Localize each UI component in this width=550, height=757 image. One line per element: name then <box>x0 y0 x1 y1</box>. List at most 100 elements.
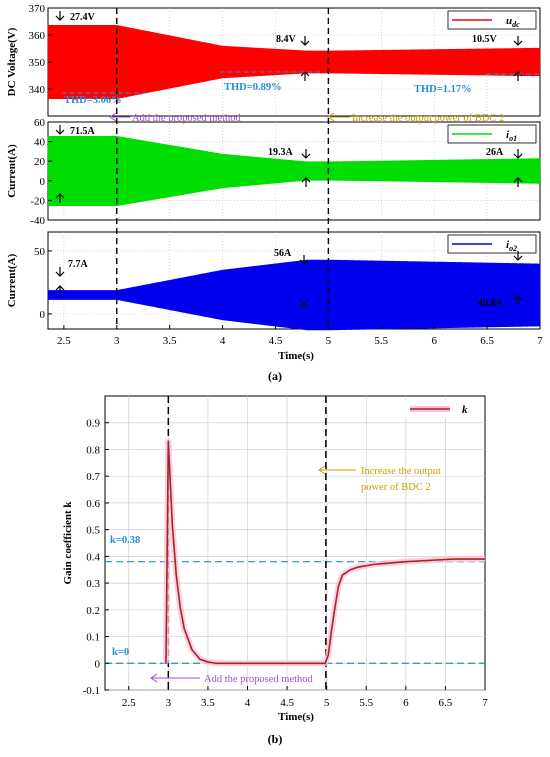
x-tick-label: 5 <box>324 697 330 709</box>
arrow-icon <box>301 177 311 187</box>
y-tick-label: 60 <box>34 117 46 129</box>
y-tick-label: 0.1 <box>86 632 100 644</box>
y-tick-label: 360 <box>29 30 46 42</box>
reference-label: k=0.38 <box>110 535 140 546</box>
annotation-label: 8.4V <box>276 34 297 45</box>
arrow-icon <box>299 255 309 265</box>
series-line-i_o2 <box>47 259 541 331</box>
series-line-k <box>165 440 485 665</box>
annotation-label: 56A <box>274 248 292 259</box>
arrow-icon <box>513 177 523 187</box>
panel-a2: -40 -20 0 20 40 60 Current(A) <box>6 117 541 227</box>
panel-a1: 340 350 360 370 DC Voltage(V) <box>6 3 541 117</box>
annotation-label: 26A <box>486 147 504 158</box>
x-tick-label: 5.5 <box>374 335 388 347</box>
event-label-add-method: Add the proposed method <box>204 674 314 685</box>
y-tick-label: 0.7 <box>86 471 100 483</box>
y-tick-label: 0.2 <box>86 605 100 617</box>
x-tick-label: 5 <box>326 335 332 347</box>
y-axis-label: Current(A) <box>6 253 18 307</box>
x-tick-label: 4.5 <box>280 697 294 709</box>
arrow-icon <box>513 36 523 46</box>
y-tick-label: 370 <box>29 3 46 15</box>
arrow-icon <box>513 149 523 159</box>
annotation-label: 7.7A <box>68 259 89 270</box>
annotation-label: 19.3A <box>268 147 294 158</box>
series-line-i_o1 <box>47 135 541 207</box>
y-tick-label: 350 <box>29 57 46 69</box>
annotation-label: 49.8A <box>478 298 504 309</box>
thd-label: THD=3.06% <box>64 95 122 106</box>
arrow-icon <box>55 125 65 135</box>
x-tick-label: 4 <box>245 697 251 709</box>
plot-frame <box>104 395 486 691</box>
arrow-icon <box>299 301 309 311</box>
legend-label: io2 <box>506 239 517 253</box>
x-tick-label: 2.5 <box>57 335 71 347</box>
y-tick-label: 20 <box>34 156 46 168</box>
panel-a3: 0 50 Current(A) <box>6 231 541 331</box>
event-label-increase-power: Increase the output <box>361 466 441 477</box>
y-tick-label: 0 <box>95 658 101 670</box>
arrow-icon <box>55 267 65 277</box>
thd-label: THD=0.89% <box>224 82 282 93</box>
event-label-add-method: Add the proposed method <box>132 113 242 124</box>
y-tick-label: 0.5 <box>86 525 100 537</box>
legend-label: io1 <box>506 129 517 143</box>
annotation-label: 71.5A <box>70 126 96 137</box>
y-tick-label: -0.1 <box>83 685 100 697</box>
thd-label: THD=1.17% <box>414 84 472 95</box>
x-tick-label: 3 <box>166 697 172 709</box>
x-tick-label: 7 <box>482 697 488 709</box>
caption-b: (b) <box>268 732 283 746</box>
arrow-left-icon <box>318 465 356 475</box>
y-tick-label: 0.6 <box>86 498 100 510</box>
x-axis-label: Time(s) <box>278 711 314 723</box>
y-tick-label: 0.8 <box>86 444 100 456</box>
x-tick-label: 4 <box>220 335 226 347</box>
x-tick-label: 6.5 <box>480 335 494 347</box>
arrow-left-icon <box>150 673 200 683</box>
legend-label: k <box>462 404 468 416</box>
arrow-icon <box>55 285 65 295</box>
y-axis-label: Gain coefficient k <box>62 501 74 585</box>
x-tick-label: 7 <box>537 335 543 347</box>
x-axis-label: Time(s) <box>278 350 314 362</box>
y-tick-label: -20 <box>30 195 45 207</box>
arrow-icon <box>513 295 523 305</box>
y-tick-label: -40 <box>30 215 45 227</box>
y-tick-label: 0.9 <box>86 418 100 430</box>
arrow-icon <box>55 11 65 21</box>
y-axis-label: DC Voltage(V) <box>6 27 18 96</box>
x-tick-label: 6 <box>403 697 409 709</box>
annotation-label: 10.5V <box>472 34 498 45</box>
y-tick-label: 0.3 <box>86 578 100 590</box>
arrow-icon <box>55 193 65 203</box>
y-tick-label: 0.4 <box>86 551 100 563</box>
y-tick-label: 340 <box>29 84 46 96</box>
x-tick-label: 3.5 <box>163 335 177 347</box>
arrow-icon <box>301 149 311 159</box>
annotation-label: 27.4V <box>70 12 96 23</box>
event-label-increase-power: Increase the output power of BDC 2 <box>352 113 504 124</box>
x-tick-label: 5.5 <box>359 697 373 709</box>
event-label-increase-power: power of BDC 2 <box>361 482 431 493</box>
arrow-left-icon <box>109 112 130 122</box>
y-tick-label: 50 <box>34 246 46 258</box>
reference-label: k=0 <box>112 647 129 658</box>
y-tick-label: 0 <box>40 309 46 321</box>
series-line-u_dc <box>47 25 541 99</box>
x-tick-label: 6.5 <box>439 697 453 709</box>
x-tick-label: 6 <box>431 335 437 347</box>
arrow-icon <box>300 36 310 46</box>
arrow-icon <box>513 251 523 261</box>
arrow-left-icon <box>327 112 350 122</box>
y-axis-label: Current(A) <box>6 144 18 198</box>
panel-b: -0.1 0 0.1 0.2 0.3 0.4 0.5 0.6 0.7 0.8 0.9 2.5 3 3.5 4… <box>62 395 488 723</box>
x-tick-label: 4.5 <box>269 335 283 347</box>
caption-a: (a) <box>268 369 282 383</box>
x-tick-label: 3 <box>114 335 120 347</box>
y-tick-label: 40 <box>34 137 46 149</box>
y-tick-label: 0 <box>40 176 46 188</box>
